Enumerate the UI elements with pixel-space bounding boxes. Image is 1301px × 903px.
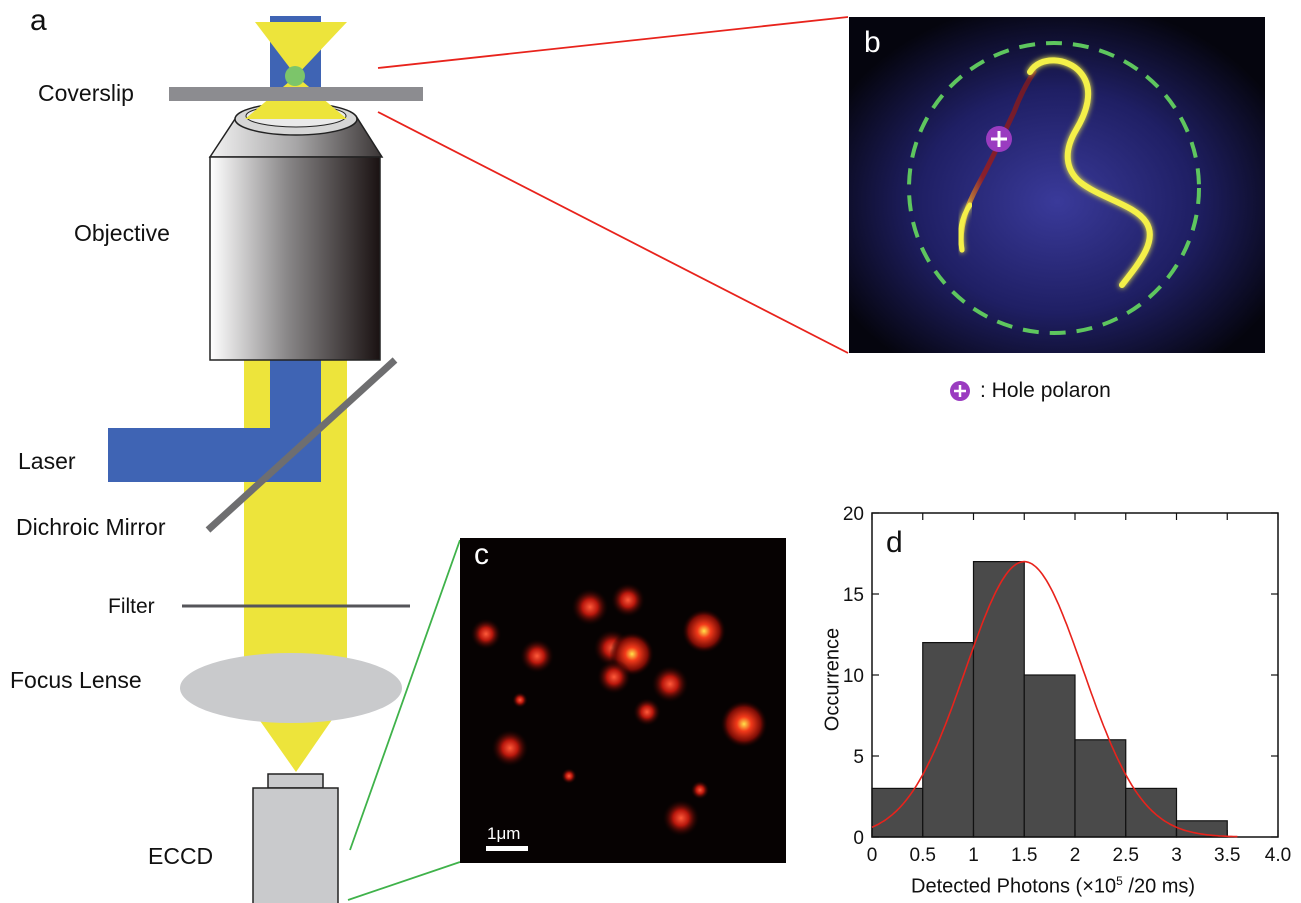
panel-b-letter: b — [864, 26, 881, 59]
coverslip-plate — [169, 87, 423, 101]
fluorescence-spot — [561, 768, 577, 784]
y-tick-label: 10 — [843, 666, 864, 687]
fluorescence-spot — [720, 700, 768, 748]
histogram-bar — [1023, 674, 1076, 838]
fluorescence-spot — [681, 608, 727, 654]
eccd-camera-body — [252, 787, 339, 903]
histogram-bar — [871, 787, 924, 838]
fluorescence-spot — [519, 638, 555, 674]
zoom-line-c-top — [349, 539, 461, 851]
x-axis-label-main: Detected Photons (×10 — [911, 875, 1117, 898]
panel-b-polymer — [849, 17, 1265, 353]
zoom-line-b-bottom — [377, 111, 849, 354]
y-axis-label: Occurrence — [821, 627, 844, 732]
fluorescence-spot — [690, 780, 710, 800]
panel-c-image — [460, 538, 786, 863]
x-tick-label: 2.5 — [1113, 845, 1139, 866]
x-axis-label: Detected Photons (×105 /20 ms) — [911, 874, 1195, 899]
x-tick-label: 3.5 — [1214, 845, 1240, 866]
label-objective: Objective — [74, 220, 170, 246]
zoom-line-c-bottom — [347, 861, 461, 901]
x-axis-label-tail: /20 ms) — [1122, 875, 1196, 898]
fluorescence-spot — [490, 728, 530, 768]
x-tick-label: 4.0 — [1265, 845, 1291, 866]
focus-lens — [180, 653, 402, 723]
excitation-cone — [255, 22, 347, 76]
x-tick-label: 1.5 — [1011, 845, 1037, 866]
fluorescence-spot — [650, 664, 690, 704]
fluorescence-spot — [570, 587, 610, 627]
fluorescence-spot — [470, 618, 502, 650]
fluorescence-spot — [512, 692, 528, 708]
scale-bar-label: 1μm — [487, 824, 521, 843]
label-coverslip: Coverslip — [38, 80, 134, 106]
panel-d-letter: d — [886, 526, 903, 559]
histogram-bar — [972, 560, 1025, 838]
histogram-bar — [922, 641, 975, 838]
x-tick-label: 0.5 — [910, 845, 936, 866]
fluorescence-spot — [610, 582, 646, 618]
y-tick-label: 5 — [853, 747, 864, 768]
y-tick-label: 20 — [843, 504, 864, 525]
confocal-outline — [907, 41, 1201, 335]
eccd-camera-top — [267, 773, 324, 789]
zoom-line-b-top — [377, 16, 849, 69]
hole-polaron-marker — [986, 126, 1012, 152]
x-tick-label: 0 — [867, 845, 878, 866]
x-tick-label: 2 — [1070, 845, 1081, 866]
label-filter: Filter — [108, 595, 155, 618]
label-focus-lense: Focus Lense — [10, 667, 142, 693]
fluorescence-spot — [596, 659, 632, 695]
dichroic-mirror — [205, 357, 398, 533]
x-tick-label: 1 — [968, 845, 979, 866]
panel-b-background — [849, 17, 1265, 353]
laser-beam-vertical — [270, 360, 321, 430]
y-tick-label: 15 — [843, 585, 864, 606]
x-axis-label-exponent: 5 — [1116, 874, 1123, 888]
histogram-bar — [1125, 787, 1178, 838]
y-tick-label: 0 — [853, 828, 864, 849]
panel-a-letter: a — [30, 4, 47, 37]
fluorescence-spot — [661, 798, 701, 838]
histogram-bar — [1074, 739, 1127, 838]
panel-c-letter: c — [474, 538, 489, 571]
x-tick-label: 3 — [1171, 845, 1182, 866]
objective-body — [209, 156, 381, 361]
scale-bar — [486, 846, 528, 851]
label-eccd: ECCD — [148, 843, 214, 869]
panel-a-optics — [108, 16, 423, 903]
panel-d-histogram: 0 0.5 1 1.5 2 2.5 3 3.5 4.0 0 5 10 15 20 — [843, 504, 1291, 866]
polymer-chain — [1027, 57, 1153, 288]
fluorescence-spot — [632, 697, 662, 727]
hole-polaron-legend-label: : Hole polaron — [980, 379, 1111, 402]
label-laser: Laser — [18, 448, 76, 474]
plus-circle-icon — [950, 381, 970, 401]
gaussian-fit-line — [871, 560, 1238, 838]
polymer-chain-start — [958, 202, 973, 253]
fluorescence-spots — [470, 582, 768, 838]
sample-dot — [285, 66, 305, 86]
label-dichroic-mirror: Dichroic Mirror — [16, 514, 166, 540]
